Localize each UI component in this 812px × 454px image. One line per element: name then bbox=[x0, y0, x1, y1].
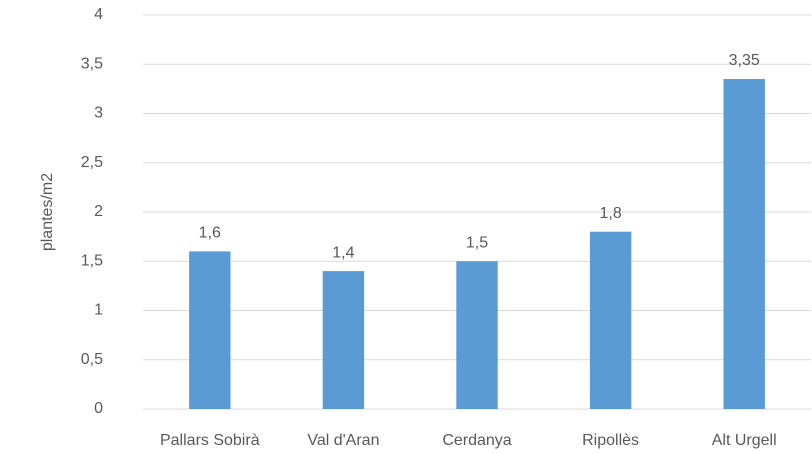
y-tick-label: 0,5 bbox=[81, 351, 103, 368]
x-tick-label: Ripollès bbox=[582, 432, 639, 449]
y-tick-label: 1,5 bbox=[81, 252, 103, 269]
bar bbox=[723, 79, 765, 410]
y-tick-label: 2,5 bbox=[81, 154, 103, 171]
y-tick-label: 1 bbox=[94, 302, 103, 319]
y-tick-label: 3 bbox=[94, 105, 103, 122]
y-axis-label: plantes/m2 bbox=[39, 173, 56, 251]
x-tick-label: Alt Urgell bbox=[712, 432, 777, 449]
data-label: 1,5 bbox=[466, 234, 488, 251]
bar bbox=[189, 251, 231, 409]
data-label: 1,8 bbox=[599, 205, 621, 222]
x-tick-label: Cerdanya bbox=[442, 432, 511, 449]
data-label: 1,4 bbox=[332, 244, 354, 261]
bar bbox=[456, 261, 498, 409]
x-tick-label: Pallars Sobirà bbox=[160, 432, 260, 449]
bar bbox=[589, 231, 632, 409]
y-tick-label: 0 bbox=[94, 400, 103, 417]
y-tick-label: 2 bbox=[94, 203, 103, 220]
x-tick-label: Val d'Aran bbox=[307, 432, 379, 449]
y-tick-label: 4 bbox=[94, 6, 103, 23]
bar bbox=[322, 271, 365, 409]
data-label: 1,6 bbox=[199, 225, 221, 242]
data-label: 3,35 bbox=[729, 52, 760, 69]
y-tick-label: 3,5 bbox=[81, 55, 103, 72]
